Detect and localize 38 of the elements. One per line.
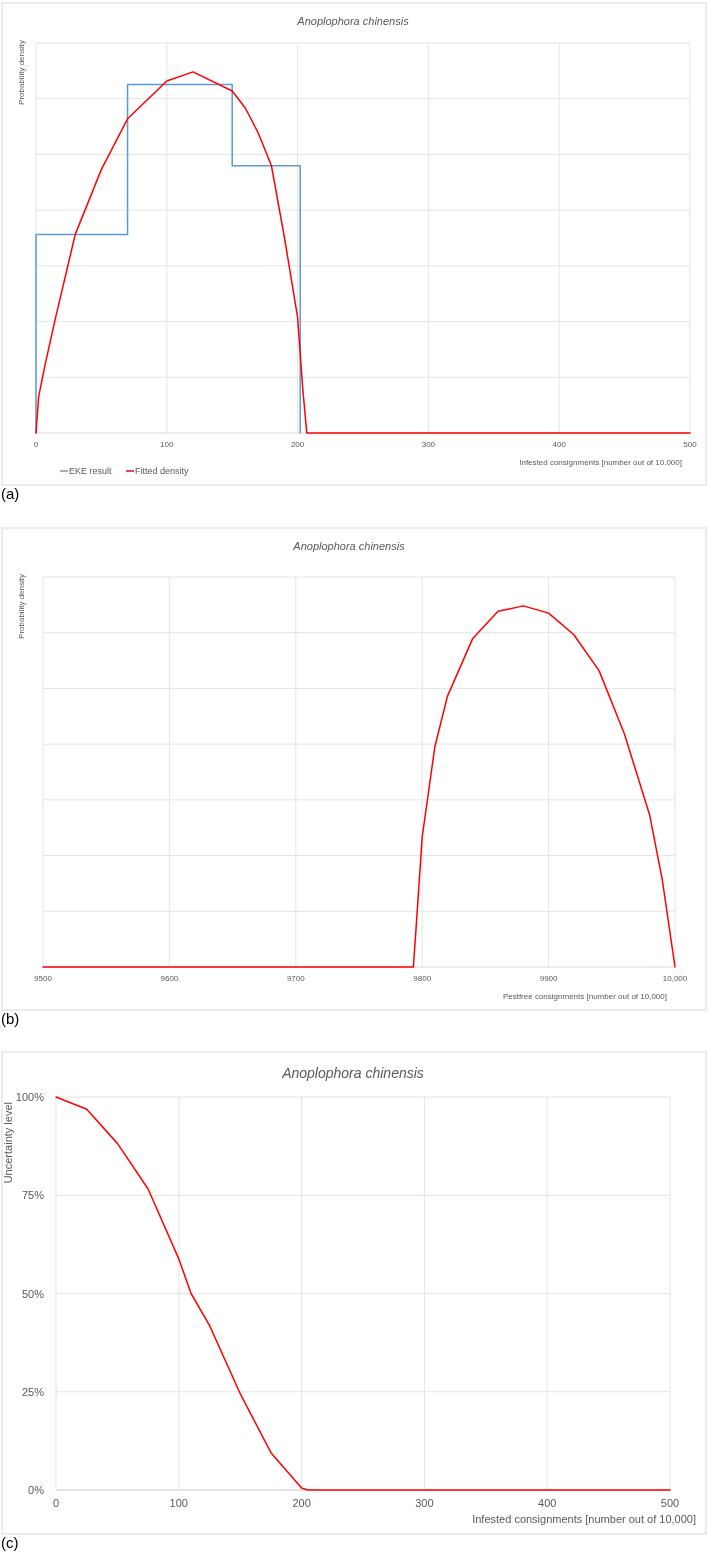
x-tick-label: 300 [421, 440, 436, 449]
legend-label: EKE result [69, 466, 113, 476]
x-axis-title: Infested consignments [number out of 10,000] [472, 1513, 696, 1525]
x-tick-label: 9700 [286, 974, 306, 983]
x-tick-label: 400 [538, 1497, 557, 1509]
y-tick-label: 100% [15, 1091, 45, 1103]
x-tick-label: 9900 [539, 974, 559, 983]
x-tick-label: 9800 [413, 974, 432, 983]
x-tick-label: 400 [552, 440, 567, 449]
x-tick-label: 300 [415, 1497, 434, 1509]
y-tick-label: 50% [21, 1287, 45, 1300]
line-series [55, 1096, 671, 1491]
x-tick-label: 200 [292, 1497, 311, 1509]
x-axis-title: Infested consignments [number out of 10,000] [519, 458, 682, 467]
legend-label: Fitted density [135, 466, 190, 476]
y-tick-label: 25% [21, 1385, 45, 1398]
x-tick-label: 9500 [34, 974, 53, 983]
x-tick-label: 100 [160, 440, 175, 449]
chart-title: Anoplophora chinensis [281, 1065, 424, 1081]
x-tick-label: 500 [660, 1497, 680, 1509]
text: (b) [1, 1010, 20, 1027]
x-tick-label: 500 [683, 440, 698, 449]
x-tick-label: 0 [52, 1497, 60, 1509]
x-tick-label: 9600 [160, 974, 179, 983]
y-tick-label: 0% [28, 1484, 45, 1496]
x-axis-title: Pestfree consignments [number out of 10,000] [502, 992, 667, 1001]
y-axis-title: Uncertainty level [2, 1102, 14, 1184]
x-tick-label: 10,000 [662, 974, 688, 983]
y-tick-label: 75% [21, 1189, 45, 1202]
x-tick-label: 200 [290, 440, 305, 449]
chart-title: Anoplophora chinensis [296, 15, 410, 27]
y-axis-title: Probability density [17, 40, 26, 105]
chart-title: Anoplophora chinensis [292, 540, 406, 552]
text: (a) [1, 485, 20, 502]
x-tick-label: 0 [33, 440, 39, 449]
y-axis-title: Probability density [17, 574, 26, 639]
text: (c) [1, 1534, 19, 1551]
x-tick-label: 100 [169, 1497, 188, 1509]
